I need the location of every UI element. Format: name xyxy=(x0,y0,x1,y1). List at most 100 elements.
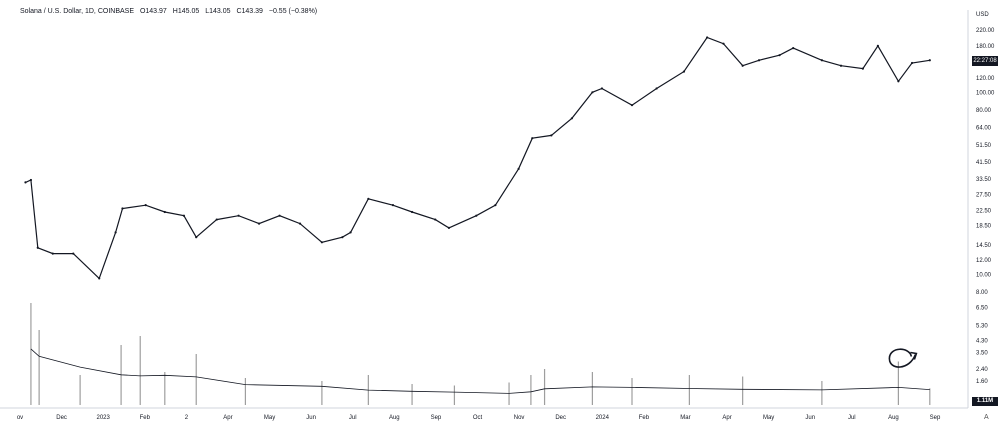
volume-bar xyxy=(411,384,413,405)
annotation-circle xyxy=(888,348,917,368)
volume-bar xyxy=(591,372,593,405)
price-point xyxy=(278,214,281,217)
price-point xyxy=(757,59,761,62)
volume-bar xyxy=(821,381,823,405)
price-point xyxy=(820,59,823,62)
price-tick-label: 22.50 xyxy=(976,208,992,214)
volume-bar xyxy=(530,375,532,405)
price-point xyxy=(706,36,709,39)
legend-high: H145.05 xyxy=(172,8,200,15)
volume-bar xyxy=(139,336,141,405)
time-tick-label: Dec xyxy=(555,415,566,421)
volume-tick-label: 6.50 xyxy=(976,306,988,312)
time-tick-label: Nov xyxy=(514,415,525,421)
time-tick-label: Sep xyxy=(930,415,941,421)
time-tick-label: Sep xyxy=(431,415,442,421)
price-point xyxy=(434,218,437,221)
price-point xyxy=(570,117,573,120)
price-point xyxy=(349,231,352,234)
time-tick-label: May xyxy=(264,415,275,421)
price-point xyxy=(237,214,240,217)
volume-badge: 1.11M xyxy=(972,397,998,406)
price-point xyxy=(182,214,186,217)
price-point xyxy=(591,91,594,94)
price-tick-label: 27.50 xyxy=(976,192,992,198)
time-tick-label: Dec xyxy=(56,415,67,421)
price-point xyxy=(391,204,395,207)
price-point xyxy=(51,252,54,255)
price-point xyxy=(72,252,75,255)
price-tick-label: 100.00 xyxy=(976,90,995,96)
price-point xyxy=(410,210,414,214)
price-tick-label: 18.50 xyxy=(976,224,992,230)
volume-tick-label: 1.60 xyxy=(976,379,988,385)
symbol-legend: Solana / U.S. Dollar, 1D, COINBASE O143.… xyxy=(20,8,321,15)
time-tick-label: Jun xyxy=(306,415,316,421)
volume-bar xyxy=(164,372,166,405)
price-point xyxy=(367,197,370,200)
price-point xyxy=(741,64,744,67)
volume-bar xyxy=(631,378,633,405)
price-series xyxy=(24,36,931,280)
price-point xyxy=(630,104,634,107)
price-point xyxy=(517,167,520,170)
price-point xyxy=(114,231,117,234)
price-line xyxy=(25,36,930,280)
price-tick-label: 33.50 xyxy=(976,177,992,183)
price-point xyxy=(257,222,261,225)
volume-tick-label: 5.30 xyxy=(976,324,988,330)
price-unit: USD xyxy=(976,12,989,18)
price-point xyxy=(298,222,302,225)
price-point xyxy=(215,218,218,221)
price-point xyxy=(655,87,658,90)
price-point xyxy=(121,207,124,210)
volume-bar xyxy=(30,303,32,405)
price-point xyxy=(876,44,879,47)
price-point xyxy=(682,70,686,73)
price-point xyxy=(36,246,39,249)
time-tick-label: Mar xyxy=(680,415,690,421)
price-tick-label: 12.00 xyxy=(976,258,992,264)
volume-bar xyxy=(543,369,546,405)
price-point xyxy=(928,59,931,62)
price-point xyxy=(163,210,166,214)
volume-bar xyxy=(79,375,81,405)
legend-change: −0.55 (−0.38%) xyxy=(268,8,318,15)
price-tick-label: 14.50 xyxy=(976,243,992,249)
time-tick-label: 2024 xyxy=(596,415,610,421)
time-tick-label: Feb xyxy=(140,415,151,421)
price-point xyxy=(341,236,344,239)
legend-open: O143.97 xyxy=(139,8,167,15)
volume-bar xyxy=(453,385,456,405)
volume-ma-path xyxy=(30,348,930,394)
price-point xyxy=(98,277,101,280)
time-tick-label: 2 xyxy=(185,415,189,421)
price-point xyxy=(531,137,534,140)
price-point xyxy=(910,61,914,65)
price-point xyxy=(600,87,604,90)
countdown-badge: 22:27:08 xyxy=(972,56,998,66)
time-tick-label: ov xyxy=(17,415,23,421)
volume-bar xyxy=(321,381,323,405)
price-point xyxy=(722,42,725,45)
auto-scale-button[interactable]: A xyxy=(984,414,989,421)
axes: 220.00180.00150.00120.00100.0080.0064.00… xyxy=(0,10,995,421)
time-tick-label: 2023 xyxy=(97,415,111,421)
legend-symbol[interactable]: Solana / U.S. Dollar, 1D, COINBASE xyxy=(20,8,134,15)
price-tick-label: 64.00 xyxy=(976,126,992,132)
price-point xyxy=(839,64,843,67)
volume-bar xyxy=(38,330,40,405)
volume-ma-line xyxy=(30,348,930,394)
price-tick-label: 220.00 xyxy=(976,28,995,34)
volume-tick-label: 3.50 xyxy=(976,351,988,357)
annotation-arrowhead xyxy=(910,351,918,360)
volume-bar xyxy=(742,376,744,405)
price-point xyxy=(144,204,147,207)
time-tick-label: Feb xyxy=(639,415,650,421)
price-tick-label: 8.00 xyxy=(976,290,988,296)
price-point xyxy=(24,181,27,184)
price-tick-label: 10.00 xyxy=(976,272,992,278)
time-tick-label: May xyxy=(763,415,774,421)
time-tick-label: Apr xyxy=(223,415,232,421)
